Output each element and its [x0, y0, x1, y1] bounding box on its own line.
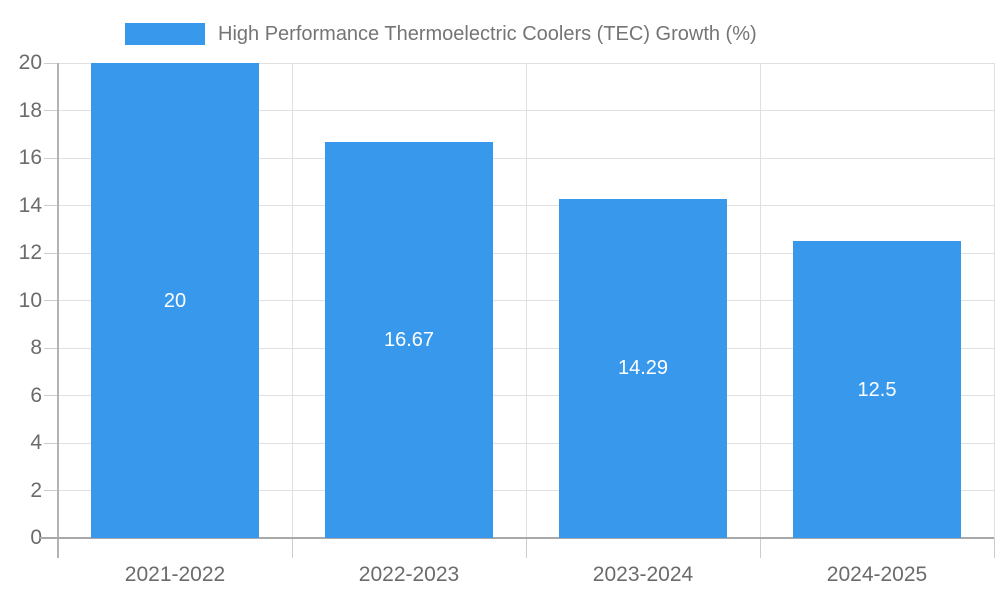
y-tick-label: 0 — [30, 526, 42, 549]
y-tick-label: 12 — [18, 241, 42, 264]
x-gridline — [525, 63, 527, 538]
y-tick-label: 8 — [30, 336, 42, 359]
y-tick-label: 14 — [18, 193, 42, 217]
legend-swatch — [125, 23, 205, 45]
y-tick-label: 16 — [18, 146, 42, 169]
y-tick — [44, 157, 58, 159]
y-tick-label: 2 — [30, 478, 42, 502]
y-axis-line — [57, 63, 59, 558]
bar — [559, 198, 727, 538]
y-tick — [44, 205, 58, 206]
bar-value-label: 12.5 — [857, 378, 897, 401]
x-axis-label: 2022-2023 — [358, 563, 460, 586]
bar — [793, 241, 961, 538]
x-axis-line — [40, 537, 994, 539]
y-tick — [44, 110, 58, 111]
x-axis-label: 2023-2024 — [592, 563, 694, 586]
x-axis-label: 2024-2025 — [826, 563, 928, 586]
bar — [91, 63, 259, 538]
y-tick — [44, 442, 58, 444]
x-tick — [291, 538, 293, 558]
x-tick — [759, 538, 761, 558]
y-tick — [44, 347, 58, 349]
y-tick — [44, 300, 58, 301]
bar-value-label: 14.29 — [617, 357, 669, 380]
y-tick-label: 20 — [18, 51, 42, 74]
x-gridline — [759, 63, 761, 538]
bar — [325, 142, 493, 538]
x-tick — [993, 538, 995, 558]
y-tick-label: 18 — [18, 98, 42, 122]
x-axis-label: 2021-2022 — [124, 563, 226, 586]
y-tick-label: 6 — [30, 383, 42, 407]
y-tick-label: 4 — [30, 431, 42, 454]
y-tick — [44, 395, 58, 396]
y-tick — [44, 252, 58, 254]
legend-item[interactable]: High Performance Thermoelectric Coolers … — [125, 23, 757, 45]
y-tick-label: 10 — [18, 288, 42, 312]
y-tick — [44, 490, 58, 491]
legend-label: High Performance Thermoelectric Coolers … — [218, 23, 757, 45]
x-gridline — [993, 63, 995, 538]
bar-value-label: 20 — [163, 289, 187, 312]
x-tick — [525, 538, 527, 558]
bar-value-label: 16.67 — [383, 329, 435, 352]
y-tick — [44, 62, 58, 64]
x-gridline — [291, 63, 293, 538]
